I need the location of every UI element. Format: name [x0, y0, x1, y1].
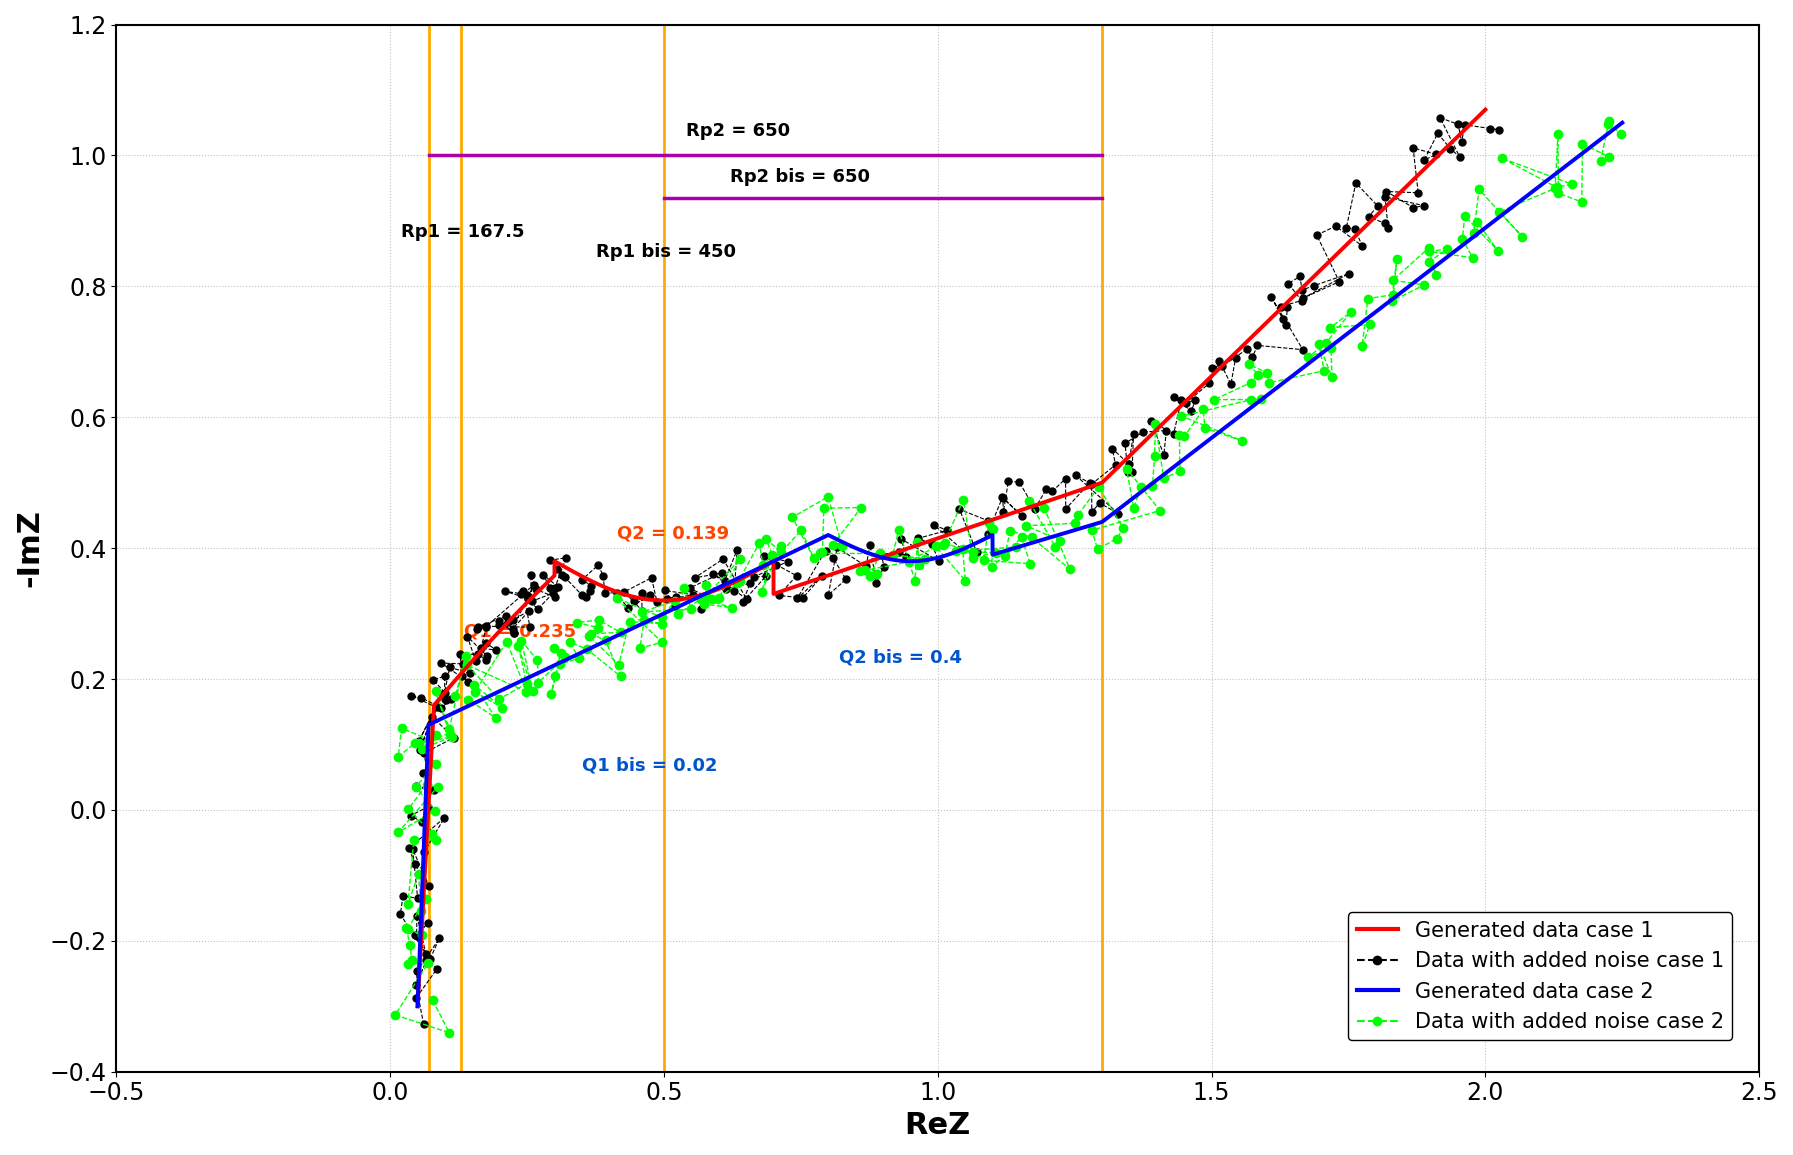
Data with added noise case 1	[412, 1018, 434, 1031]
Line: Data with added noise case 2: Data with added noise case 2	[391, 117, 1626, 1037]
Data with added noise case 1	[1425, 148, 1447, 162]
Generated data case 2	[407, 999, 429, 1013]
Text: Q1 = 0.235: Q1 = 0.235	[464, 623, 576, 641]
Text: Q1 bis = 0.02: Q1 bis = 0.02	[583, 757, 717, 775]
Generated data case 2	[1029, 534, 1051, 547]
Generated data case 1	[1474, 103, 1495, 117]
Data with added noise case 2	[610, 670, 631, 684]
Data with added noise case 2	[1418, 241, 1440, 255]
Generated data case 2	[1246, 396, 1268, 410]
Data with added noise case 2	[439, 1026, 461, 1040]
Generated data case 1	[568, 568, 590, 582]
Text: Rp1 bis = 450: Rp1 bis = 450	[595, 243, 735, 261]
Data with added noise case 2	[1598, 114, 1619, 128]
Data with added noise case 1	[1429, 111, 1451, 125]
Data with added noise case 1	[823, 551, 845, 565]
Data with added noise case 2	[907, 535, 929, 549]
Generated data case 1	[1305, 268, 1327, 282]
Generated data case 1	[654, 594, 676, 608]
Data with added noise case 2	[1352, 340, 1373, 353]
Data with added noise case 2	[588, 613, 610, 627]
Data with added noise case 2	[421, 993, 443, 1007]
Generated data case 2	[1117, 495, 1139, 509]
Legend: Generated data case 1, Data with added noise case 1, Generated data case 2, Data: Generated data case 1, Data with added n…	[1348, 912, 1732, 1041]
Data with added noise case 1	[593, 587, 615, 601]
Generated data case 2	[565, 648, 586, 662]
Generated data case 1	[407, 999, 429, 1013]
Text: Rp1 = 167.5: Rp1 = 167.5	[402, 223, 525, 241]
Data with added noise case 2	[1418, 245, 1440, 259]
Generated data case 2	[843, 541, 864, 554]
Generated data case 1	[1307, 266, 1329, 280]
Generated data case 1	[416, 847, 437, 860]
Data with added noise case 1	[436, 693, 457, 707]
Text: Q2 = 0.139: Q2 = 0.139	[617, 524, 730, 543]
Data with added noise case 1	[1479, 122, 1501, 136]
Line: Generated data case 1: Generated data case 1	[418, 110, 1485, 1006]
Line: Generated data case 2: Generated data case 2	[418, 122, 1623, 1006]
Y-axis label: -ImZ: -ImZ	[14, 509, 45, 587]
Data with added noise case 1	[570, 573, 592, 587]
Generated data case 2	[1612, 116, 1633, 129]
Generated data case 1	[1027, 497, 1049, 511]
Data with added noise case 2	[1610, 127, 1632, 141]
Generated data case 2	[1094, 513, 1115, 527]
Text: Rp2 = 650: Rp2 = 650	[687, 121, 791, 140]
Text: Q2 bis = 0.4: Q2 bis = 0.4	[839, 649, 963, 666]
Line: Data with added noise case 1: Data with added noise case 1	[396, 114, 1503, 1028]
Data with added noise case 1	[1024, 501, 1045, 515]
Text: Rp2 bis = 650: Rp2 bis = 650	[730, 167, 870, 186]
X-axis label: ReZ: ReZ	[905, 1111, 972, 1140]
